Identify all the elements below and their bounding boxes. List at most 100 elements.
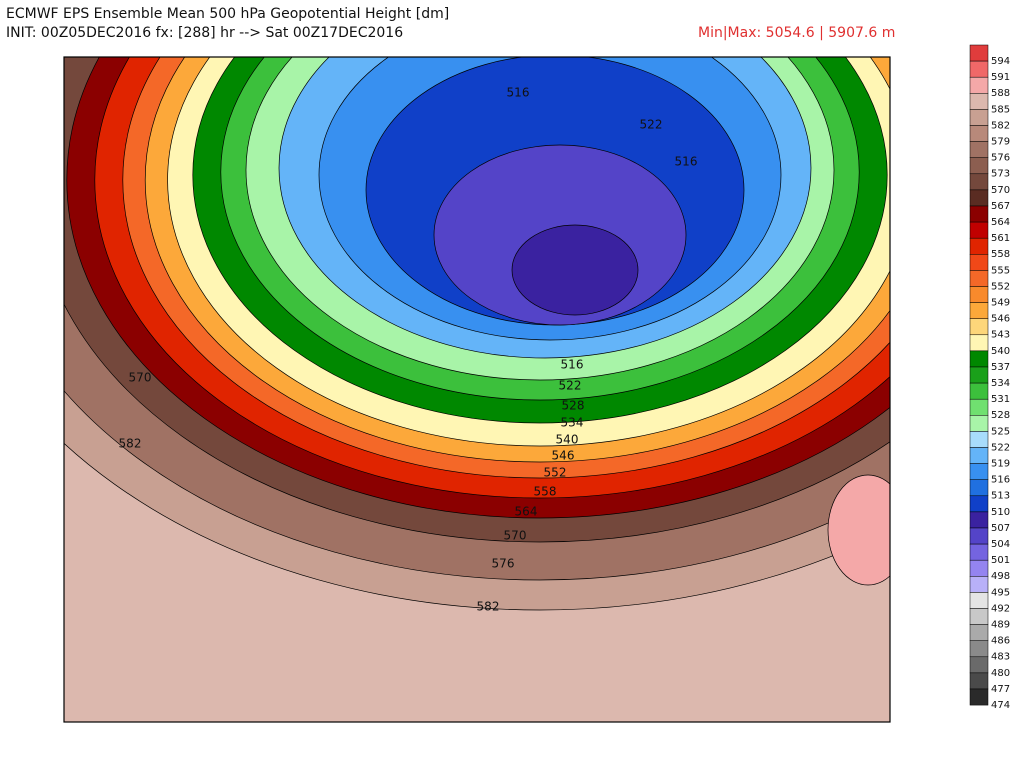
colorbar-label: 561 [991,233,1010,244]
colorbar-swatch [969,431,989,448]
contour-label: 516 [675,155,698,169]
colorbar-label: 516 [991,475,1010,486]
contour-label: 546 [552,449,575,463]
colorbar-swatch [969,254,989,271]
colorbar-label: 480 [991,668,1010,679]
colorbar-label: 585 [991,104,1010,115]
colorbar-label: 594 [991,56,1010,67]
colorbar-label: 576 [991,153,1010,164]
contour-labels: 570 582 516 522 516 516 522 528 534 540 … [119,86,698,614]
colorbar-swatch [969,527,989,545]
contour-label: 576 [492,557,515,571]
colorbar-label: 483 [991,652,1010,663]
colorbar-swatch [969,237,989,255]
colorbar-label: 513 [991,491,1010,502]
colorbar: 594 591 588 585 582 579 576 573 570 567 564 561 558 5… [969,44,1010,711]
contour-label: 558 [534,485,557,499]
colorbar-swatch [969,656,989,674]
contour-label: 552 [544,466,567,480]
colorbar-label: 537 [991,362,1010,373]
colorbar-label: 534 [991,378,1010,389]
colorbar-label: 498 [991,571,1010,582]
colorbar-swatch [969,173,989,191]
init-line: INIT: 00Z05DEC2016 fx: [288] hr --> Sat … [6,25,403,41]
contour-label: 564 [515,505,538,519]
colorbar-label: 492 [991,603,1010,614]
colorbar-swatch [969,608,989,625]
contour-label: 582 [119,437,142,451]
colorbar-label: 477 [991,684,1010,695]
colorbar-swatch [969,382,989,400]
colorbar-label: 570 [991,185,1010,196]
colorbar-label: 549 [991,298,1010,309]
colorbar-swatch [969,398,989,416]
colorbar-swatch [969,318,989,336]
colorbar-swatch [969,221,989,239]
colorbar-label: 531 [991,394,1010,405]
contour-label: 528 [562,399,585,413]
colorbar-label: 540 [991,346,1010,357]
colorbar-swatch [969,495,989,513]
title: ECMWF EPS Ensemble Mean 500 hPa Geopoten… [6,6,449,22]
contour-label: 570 [504,529,527,543]
colorbar-swatch [969,640,989,658]
colorbar-label: 573 [991,169,1010,180]
colorbar-swatch [969,205,989,223]
colorbar-label: 495 [991,587,1010,598]
map-frame [63,56,891,723]
colorbar-swatch [969,447,989,464]
colorbar-swatch [969,141,989,158]
colorbar-swatch [969,511,989,529]
colorbar-swatch [969,270,989,287]
contour-label: 522 [640,118,663,132]
colorbar-label: 555 [991,265,1010,276]
colorbar-label: 519 [991,459,1010,470]
colorbar-label: 501 [991,555,1010,566]
height-band [827,474,890,586]
colorbar-swatch [969,559,989,577]
contour-label: 534 [561,416,584,430]
contour-label: 522 [559,379,582,393]
colorbar-label: 474 [991,700,1010,711]
contour-label: 570 [129,371,152,385]
contour-label: 582 [477,600,500,614]
colorbar-label: 579 [991,137,1010,148]
colorbar-label: 510 [991,507,1010,518]
colorbar-swatch [969,672,989,690]
colorbar-swatch [969,157,989,175]
colorbar-swatch [969,125,989,142]
colorbar-swatch [969,286,989,303]
contour-label: 540 [556,433,579,447]
min-max: Min|Max: 5054.6 | 5907.6 m [698,25,895,41]
colorbar-label: 552 [991,281,1010,292]
colorbar-label: 582 [991,120,1010,131]
colorbar-swatch [969,543,989,561]
colorbar-label: 588 [991,88,1010,99]
colorbar-swatch [969,189,989,207]
colorbar-swatch [969,415,989,432]
colorbar-label: 486 [991,636,1010,647]
colorbar-swatch [969,93,989,110]
contour-label: 516 [561,358,584,372]
colorbar-label: 543 [991,330,1010,341]
colorbar-label: 528 [991,410,1010,421]
colorbar-label: 546 [991,314,1010,325]
colorbar-swatch [969,688,989,706]
colorbar-swatch [969,44,989,62]
colorbar-swatch [969,463,989,480]
map [64,57,890,722]
colorbar-label: 567 [991,201,1010,212]
colorbar-label: 522 [991,442,1010,453]
colorbar-swatch [969,60,989,78]
contour-label: 516 [507,86,530,100]
colorbar-label: 489 [991,620,1010,631]
colorbar-swatch [969,366,989,384]
colorbar-label: 558 [991,249,1010,260]
colorbar-swatch [969,76,989,94]
colorbar-swatch [969,624,989,641]
colorbar-label: 564 [991,217,1010,228]
colorbar-swatch [969,334,989,352]
colorbar-label: 525 [991,426,1010,437]
colorbar-swatch [969,109,989,126]
